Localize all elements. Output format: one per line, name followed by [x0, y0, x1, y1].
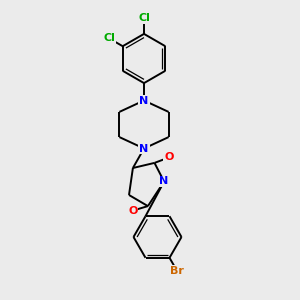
- Text: O: O: [128, 206, 138, 216]
- Text: N: N: [140, 95, 148, 106]
- Text: Cl: Cl: [138, 13, 150, 23]
- Text: Br: Br: [170, 266, 184, 276]
- Text: N: N: [160, 176, 169, 187]
- Text: O: O: [164, 152, 174, 163]
- Text: Cl: Cl: [103, 33, 115, 43]
- Text: N: N: [140, 143, 148, 154]
